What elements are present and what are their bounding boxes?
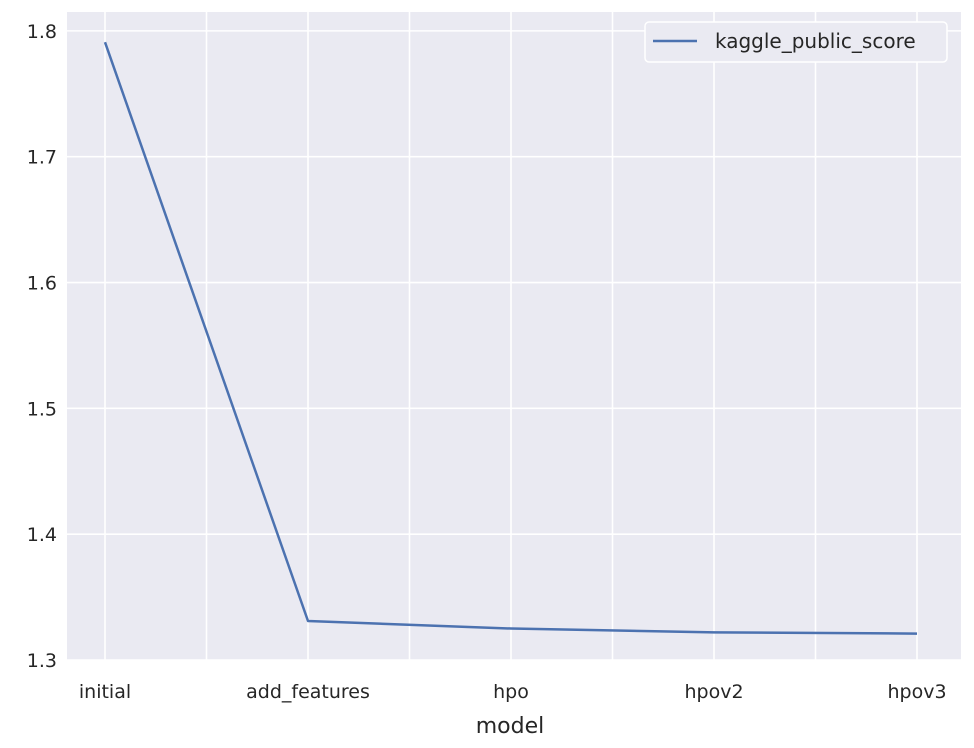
x-tick-label: hpo xyxy=(493,681,529,703)
y-tick-label: 1.8 xyxy=(27,21,57,43)
y-tick-label: 1.5 xyxy=(27,398,57,420)
y-tick-label: 1.6 xyxy=(27,273,57,295)
legend-entry-label: kaggle_public_score xyxy=(715,29,916,53)
x-tick-label: add_features xyxy=(246,681,370,703)
legend: kaggle_public_score xyxy=(644,21,948,63)
y-tick-label: 1.7 xyxy=(27,147,57,169)
series-line xyxy=(103,41,918,635)
grid-lines xyxy=(67,12,961,661)
x-tick-label: initial xyxy=(79,681,131,703)
x-tick-labels: initial add_features hpo hpov2 hpov3 xyxy=(79,681,947,703)
y-tick-label: 1.3 xyxy=(27,650,57,672)
series-lines xyxy=(103,41,918,635)
plot-area-background xyxy=(67,12,961,660)
x-axis-label: model xyxy=(476,714,545,739)
legend-box xyxy=(644,21,948,63)
y-tick-label: 1.4 xyxy=(27,524,57,546)
x-tick-label: hpov2 xyxy=(684,681,743,703)
x-tick-label: hpov3 xyxy=(887,681,946,703)
y-tick-labels: 1.3 1.4 1.5 1.6 1.7 1.8 xyxy=(27,21,57,672)
